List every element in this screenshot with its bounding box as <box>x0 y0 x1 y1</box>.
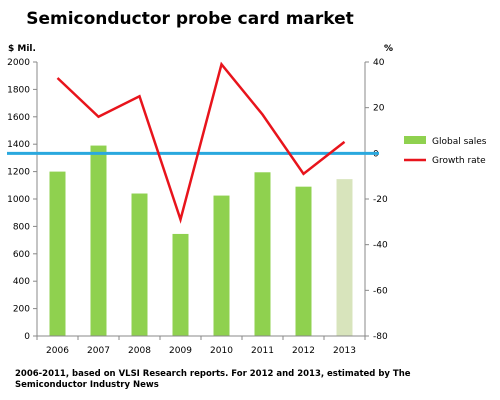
left-tick-label: 0 <box>24 332 30 342</box>
left-tick-label: 1400 <box>7 140 30 150</box>
x-tick-label: 2006 <box>46 346 69 356</box>
chart-caption: 2006-2011, based on VLSI Research report… <box>15 369 411 390</box>
sales-bar-2006 <box>49 171 66 336</box>
right-tick-label: -60 <box>373 286 388 296</box>
left-axis-unit: $ Mil. <box>8 44 36 54</box>
right-tick-label: -40 <box>373 241 388 251</box>
sales-bar-2009 <box>172 233 189 336</box>
x-tick-label: 2010 <box>210 346 233 356</box>
legend-swatch-global-sales <box>404 136 426 144</box>
right-tick-label: 20 <box>373 104 385 114</box>
x-tick-label: 2013 <box>333 346 356 356</box>
x-tick-label: 2011 <box>251 346 274 356</box>
left-tick-label: 2000 <box>7 58 30 68</box>
legend: Global sales Growth rate <box>404 136 487 166</box>
sales-bar-2010 <box>213 195 230 336</box>
sales-bar-2012 <box>295 186 312 336</box>
x-tick-label: 2008 <box>128 346 151 356</box>
chart-title: Semiconductor probe card market <box>26 9 354 29</box>
legend-label-growth-rate: Growth rate <box>432 156 486 166</box>
x-tick-label: 2007 <box>87 346 110 356</box>
left-tick-label: 1800 <box>7 85 30 95</box>
left-tick-label: 200 <box>13 305 30 315</box>
legend-label-global-sales: Global sales <box>432 137 487 147</box>
sales-bar-2008 <box>131 193 148 336</box>
sales-bar-2013 <box>336 179 353 336</box>
right-axis-unit: % <box>384 44 393 54</box>
right-tick-label: -20 <box>373 195 388 205</box>
growth-rate-line <box>56 61 346 224</box>
left-tick-label: 1600 <box>7 113 30 123</box>
left-tick-label: 600 <box>13 250 30 260</box>
x-tick-label: 2012 <box>292 346 315 356</box>
sales-bar-2007 <box>90 145 107 336</box>
left-tick-label: 400 <box>13 277 30 287</box>
plot-area: 0 200 400 600 800 1000 1200 1400 1600 1800 2000 -80… <box>7 58 388 356</box>
x-tick-label: 2009 <box>169 346 192 356</box>
right-tick-label: 40 <box>373 58 385 68</box>
sales-bar-2011 <box>254 172 271 336</box>
left-tick-label: 1200 <box>7 168 30 178</box>
left-tick-label: 800 <box>13 222 30 232</box>
left-tick-label: 1000 <box>7 195 30 205</box>
right-tick-label: -80 <box>373 332 388 342</box>
